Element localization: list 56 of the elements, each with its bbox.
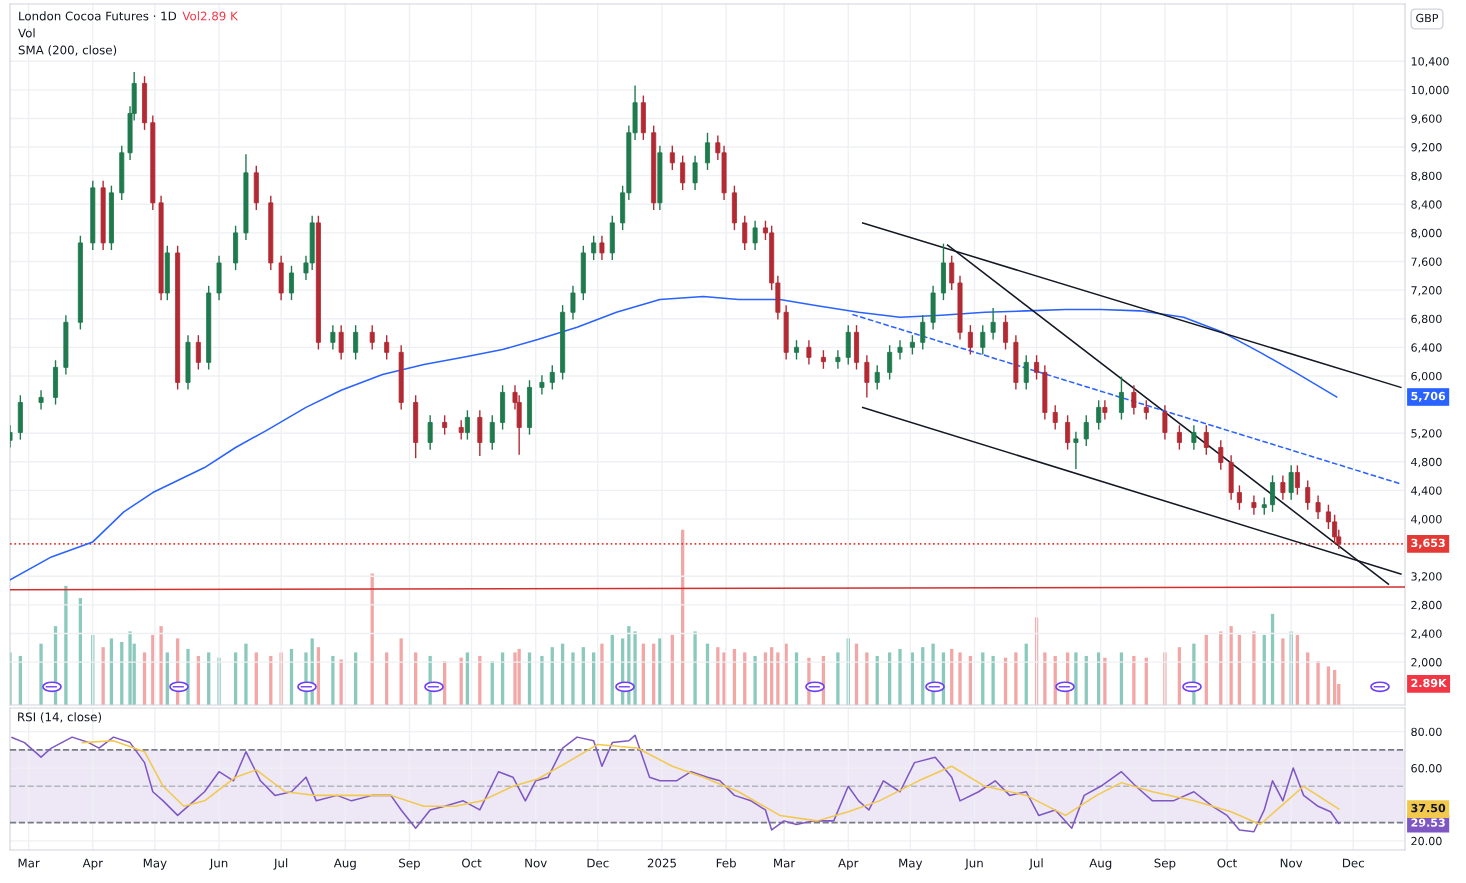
y-tick-label: 9,200 (1411, 143, 1442, 153)
x-tick-label: Sep (399, 858, 420, 870)
chart-title: Vol (18, 28, 35, 38)
x-tick-label: Mar (18, 858, 40, 868)
y-tick-label: 10,000 (1411, 85, 1449, 96)
annotation: 5,706 (1411, 391, 1446, 402)
text: London Cocoa Futures · 1D (19, 11, 177, 21)
y-tick-label: 80.00 (1411, 727, 1442, 737)
x-tick-label: Dec (1342, 858, 1364, 868)
x-tick-label: Apr (838, 858, 859, 870)
y-tick-label: 8,400 (1411, 200, 1442, 210)
annotation: SMA (200, close) (18, 45, 117, 56)
x-tick-label: May (143, 858, 167, 870)
ref-line-label: 3,653 (1411, 538, 1445, 549)
y-tick-label: 4,800 (1411, 457, 1442, 468)
x-tick-label: Aug (1089, 858, 1112, 870)
y-tick-label: 6,400 (1411, 343, 1442, 353)
x-tick-label: Oct (1217, 858, 1237, 868)
text: 2.89K (1411, 678, 1447, 688)
x-tick-label: Aug (333, 858, 356, 870)
y-tick-label: 20.00 (1411, 836, 1442, 846)
y-tick-label: 4,400 (1411, 486, 1442, 496)
x-tick-label: Jul (1028, 858, 1043, 870)
y-tick-label: 7,600 (1411, 257, 1442, 268)
x-tick-label: Mar (774, 858, 796, 868)
x-tick-label: Sep (1154, 858, 1176, 870)
y-tick-label: 2,000 (1411, 658, 1442, 668)
y-tick-label: 2,800 (1411, 600, 1442, 611)
y-axis-title: GBP (1416, 13, 1439, 23)
x-tick-label: Nov (525, 858, 547, 868)
x-tick-label: Nov (1280, 858, 1303, 868)
y-tick-label: 4,000 (1411, 515, 1442, 525)
y-tick-label: 8,800 (1411, 171, 1442, 182)
annotation: Vol2.89 K (182, 11, 239, 21)
x-tick-label: Feb (716, 858, 736, 868)
x-tick-label: Jun (964, 858, 983, 870)
y-tick-label: 60.00 (1411, 764, 1442, 773)
x-tick-label: May (899, 858, 923, 870)
y-tick-label: 7,200 (1411, 286, 1442, 296)
annotation: 37.50 (1411, 803, 1446, 813)
x-tick-label: Jun (209, 858, 228, 870)
y-tick-label: 6,800 (1411, 314, 1442, 325)
y-tick-label: 5,200 (1411, 429, 1442, 439)
x-tick-label: 2025 (647, 858, 676, 868)
y-tick-label: 6,000 (1411, 371, 1442, 382)
y-tick-label: 3,200 (1411, 572, 1442, 582)
chart-title: RSI (14, close) (18, 712, 102, 723)
y-tick-label: 2,400 (1411, 629, 1442, 639)
x-tick-label: Oct (462, 858, 482, 868)
x-tick-label: Dec (587, 858, 609, 868)
y-tick-label: 8,000 (1411, 228, 1442, 239)
y-tick-label: 10,400 (1411, 57, 1449, 67)
y-tick-label: 9,600 (1411, 114, 1442, 124)
annotation: 29.53 (1411, 818, 1445, 827)
x-tick-label: Apr (82, 858, 103, 870)
x-tick-label: Jul (273, 858, 288, 870)
